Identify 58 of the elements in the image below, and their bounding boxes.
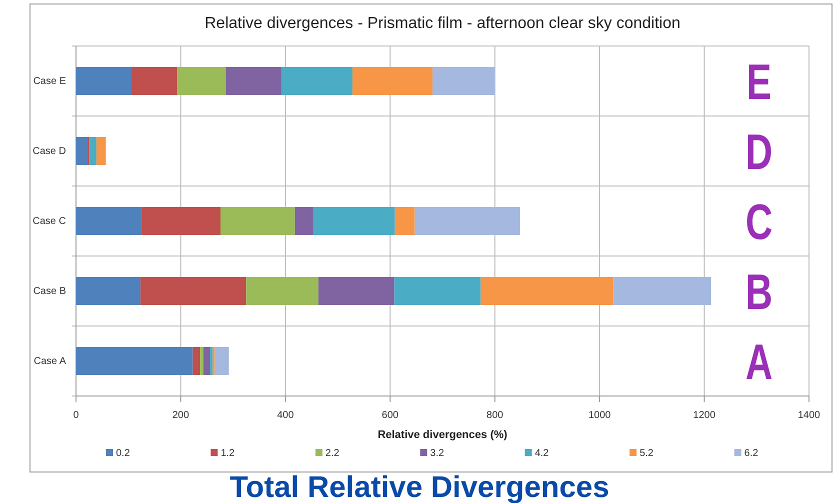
annotation: B	[745, 264, 773, 320]
y-tick-label: Case C	[32, 216, 66, 228]
annotation: A	[745, 334, 773, 390]
bar	[89, 137, 96, 165]
bar	[76, 137, 88, 165]
y-tick-label: Case B	[33, 286, 66, 298]
x-tick-label: 400	[277, 410, 294, 421]
legend-label: 3.2	[430, 448, 444, 459]
legend-label: 6.2	[744, 448, 759, 459]
bar	[200, 347, 204, 375]
bar	[480, 277, 614, 305]
legend-label: 4.2	[534, 448, 550, 459]
bar	[613, 277, 712, 305]
bar	[394, 277, 481, 305]
x-tick-label: 200	[172, 410, 190, 421]
y-tick-label: Case A	[34, 356, 66, 368]
annotation: E	[746, 54, 772, 110]
bar	[192, 347, 200, 375]
bar	[76, 277, 140, 305]
x-tick-label: 600	[382, 410, 399, 421]
bar	[76, 67, 132, 95]
bar	[394, 207, 415, 235]
legend-label: 2.2	[325, 448, 340, 459]
bar	[132, 67, 178, 95]
x-tick-label: 1200	[693, 410, 716, 421]
bar	[210, 347, 213, 375]
bar	[220, 207, 295, 235]
annotation: D	[745, 124, 773, 180]
text: Total Relative Divergences	[230, 471, 610, 503]
x-tick-label: 0	[73, 410, 80, 421]
bar	[282, 67, 352, 95]
bar	[140, 277, 246, 305]
bar	[352, 67, 433, 95]
bar	[214, 347, 229, 375]
bar	[318, 277, 394, 305]
bar	[314, 207, 395, 235]
bar	[76, 207, 142, 235]
y-tick-label: Case E	[33, 76, 66, 88]
x-tick-label: 1400	[798, 410, 821, 421]
bar	[432, 67, 495, 95]
bar	[203, 347, 210, 375]
bar	[414, 207, 520, 235]
annotation: C	[745, 194, 773, 250]
x-axis-title: Relative divergences (%)	[378, 429, 508, 441]
chart-title: Relative divergences - Prismatic film - afternoon clear sky condition	[204, 15, 680, 32]
legend-label: 0.2	[116, 448, 130, 459]
bar	[246, 277, 318, 305]
x-tick-label: 1000	[588, 410, 612, 421]
bar	[96, 137, 106, 165]
y-tick-label: Case D	[32, 146, 66, 158]
legend-label: 1.2	[220, 448, 236, 459]
x-tick-label: 800	[486, 410, 504, 421]
bar	[226, 67, 282, 95]
legend-label: 5.2	[640, 448, 654, 459]
bar	[294, 207, 314, 235]
bar	[177, 67, 226, 95]
bar	[142, 207, 221, 235]
bar	[76, 347, 193, 375]
